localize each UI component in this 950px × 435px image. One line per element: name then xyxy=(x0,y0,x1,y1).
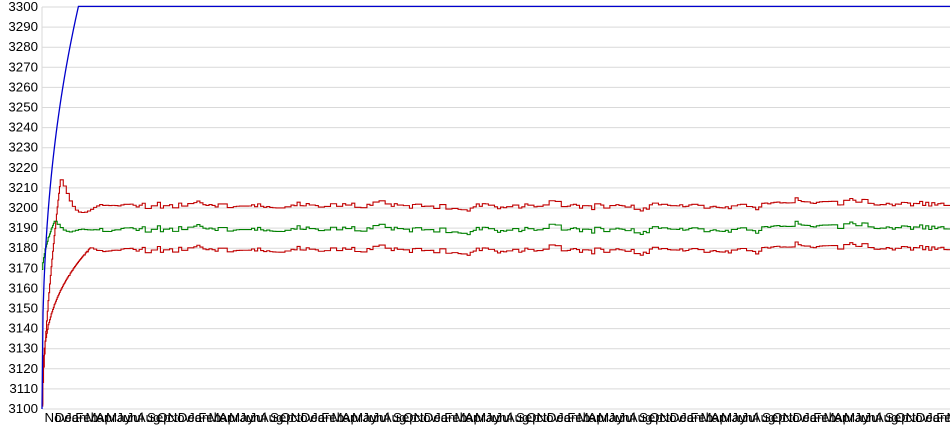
svg-text:3230: 3230 xyxy=(8,140,38,155)
svg-text:3180: 3180 xyxy=(8,240,38,255)
svg-text:3100: 3100 xyxy=(8,401,38,416)
svg-text:3270: 3270 xyxy=(8,59,38,74)
svg-text:3140: 3140 xyxy=(8,321,38,336)
svg-text:3200: 3200 xyxy=(8,200,38,215)
svg-text:3240: 3240 xyxy=(8,120,38,135)
svg-text:3120: 3120 xyxy=(8,361,38,376)
svg-text:3130: 3130 xyxy=(8,341,38,356)
svg-text:3220: 3220 xyxy=(8,160,38,175)
svg-text:3260: 3260 xyxy=(8,79,38,94)
svg-text:3280: 3280 xyxy=(8,39,38,54)
svg-text:3150: 3150 xyxy=(8,301,38,316)
svg-text:3160: 3160 xyxy=(8,280,38,295)
svg-text:3290: 3290 xyxy=(8,19,38,34)
svg-text:3190: 3190 xyxy=(8,220,38,235)
svg-text:3300: 3300 xyxy=(8,0,38,14)
svg-text:3170: 3170 xyxy=(8,260,38,275)
svg-text:Mar: Mar xyxy=(947,410,950,425)
svg-text:3110: 3110 xyxy=(9,381,38,396)
svg-text:3210: 3210 xyxy=(8,180,38,195)
svg-text:3250: 3250 xyxy=(8,100,38,115)
